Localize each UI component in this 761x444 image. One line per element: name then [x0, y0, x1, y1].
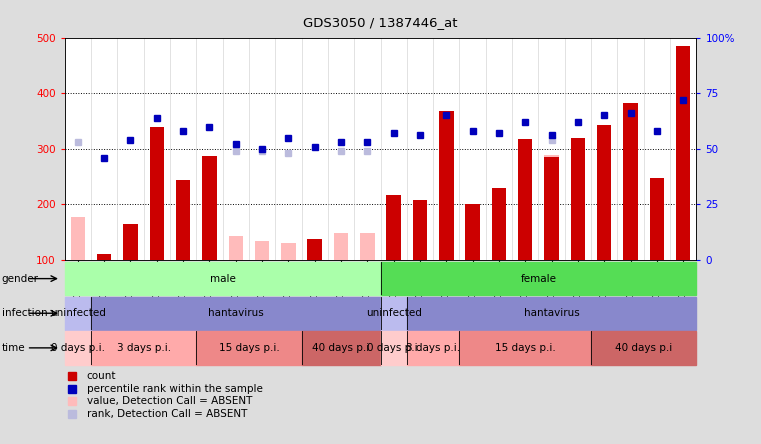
Text: female: female — [521, 274, 556, 284]
Bar — [91, 297, 380, 330]
Text: count: count — [87, 371, 116, 381]
Bar — [91, 331, 196, 365]
Bar — [202, 156, 217, 260]
Bar — [676, 46, 690, 260]
Bar — [380, 262, 696, 295]
Bar — [307, 239, 322, 260]
Bar — [360, 233, 374, 260]
Text: gender: gender — [2, 274, 39, 284]
Bar — [387, 195, 401, 260]
Text: value, Detection Call = ABSENT: value, Detection Call = ABSENT — [87, 396, 252, 406]
Bar — [255, 242, 269, 260]
Bar — [407, 297, 696, 330]
Text: 0 days p.i.: 0 days p.i. — [367, 343, 421, 353]
Text: uninfected: uninfected — [50, 308, 106, 318]
Text: 40 days p.i: 40 days p.i — [313, 343, 370, 353]
Bar — [65, 262, 380, 295]
Bar — [623, 103, 638, 260]
Text: time: time — [2, 343, 25, 353]
Bar — [492, 188, 506, 260]
Text: GDS3050 / 1387446_at: GDS3050 / 1387446_at — [303, 16, 458, 28]
Bar — [65, 297, 91, 330]
Bar — [412, 200, 427, 260]
Text: 0 days p.i.: 0 days p.i. — [51, 343, 105, 353]
Text: 40 days p.i: 40 days p.i — [615, 343, 672, 353]
Text: 3 days p.i.: 3 days p.i. — [406, 343, 460, 353]
Bar — [176, 180, 190, 260]
Bar — [591, 331, 696, 365]
Bar — [460, 331, 591, 365]
Bar — [71, 217, 85, 260]
Bar — [228, 236, 243, 260]
Bar — [544, 155, 559, 260]
Text: infection: infection — [2, 308, 47, 318]
Bar — [380, 297, 407, 330]
Bar — [597, 125, 611, 260]
Text: hantavirus: hantavirus — [208, 308, 263, 318]
Text: 3 days p.i.: 3 days p.i. — [116, 343, 170, 353]
Text: hantavirus: hantavirus — [524, 308, 579, 318]
Bar — [123, 224, 138, 260]
Bar — [334, 233, 349, 260]
Bar — [301, 331, 380, 365]
Bar — [571, 138, 585, 260]
Text: 15 days p.i.: 15 days p.i. — [218, 343, 279, 353]
Text: rank, Detection Call = ABSENT: rank, Detection Call = ABSENT — [87, 409, 247, 419]
Text: uninfected: uninfected — [366, 308, 422, 318]
Bar — [281, 243, 295, 260]
Bar — [518, 139, 533, 260]
Bar — [466, 204, 480, 260]
Bar — [65, 331, 91, 365]
Bar — [380, 331, 407, 365]
Text: percentile rank within the sample: percentile rank within the sample — [87, 384, 263, 394]
Bar — [650, 178, 664, 260]
Bar — [196, 331, 301, 365]
Bar — [150, 127, 164, 260]
Text: 15 days p.i.: 15 days p.i. — [495, 343, 556, 353]
Bar — [544, 157, 559, 260]
Bar — [97, 254, 111, 260]
Bar — [407, 331, 460, 365]
Text: male: male — [209, 274, 236, 284]
Bar — [439, 111, 454, 260]
